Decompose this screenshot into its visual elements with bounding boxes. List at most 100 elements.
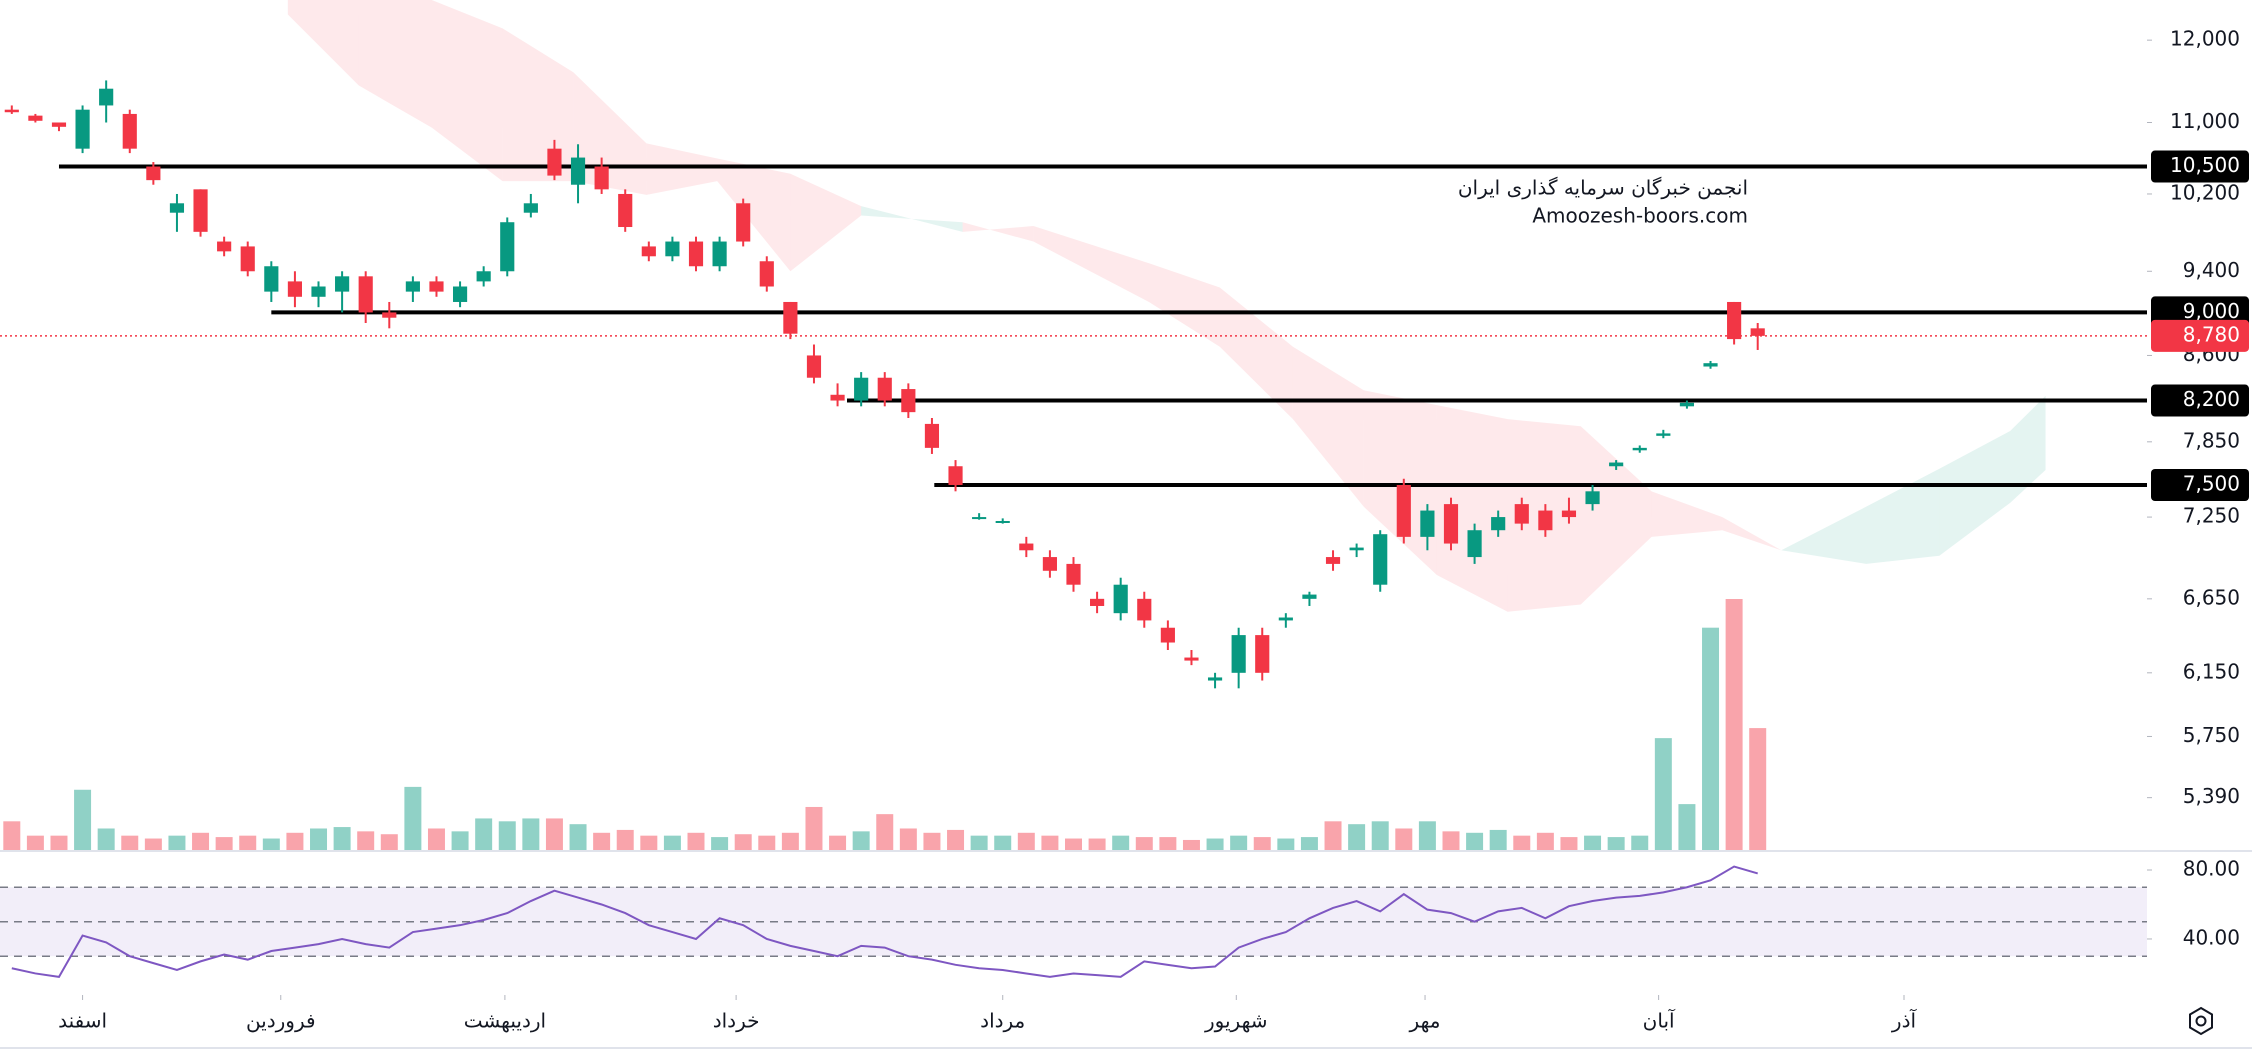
volume-bar xyxy=(1749,728,1767,850)
ichimoku-cloud xyxy=(717,158,791,272)
candle-body xyxy=(854,377,869,401)
volume-bar xyxy=(1253,837,1271,850)
volume-bar xyxy=(663,835,681,850)
volume-bar xyxy=(498,821,516,850)
candle-body xyxy=(1679,402,1695,407)
candle-body xyxy=(1750,328,1765,336)
candle-body xyxy=(1609,462,1624,467)
volume-bar xyxy=(829,835,847,850)
candle-body xyxy=(924,423,940,448)
candle-body xyxy=(665,241,680,257)
volume-bar xyxy=(970,835,988,850)
candle-body xyxy=(476,271,491,282)
volume-bar xyxy=(1324,821,1342,850)
candle-body xyxy=(146,166,161,181)
candle-body xyxy=(1090,598,1105,606)
volume-bar xyxy=(262,838,280,850)
volume-bar xyxy=(1536,832,1554,850)
candle-body xyxy=(948,466,963,485)
volume-bar xyxy=(451,831,469,850)
ichimoku-cloud xyxy=(502,28,574,182)
y-tick-label: 5,750 xyxy=(2183,723,2240,747)
volume-bar xyxy=(121,835,139,850)
volume-bar xyxy=(74,789,92,850)
volume-bar xyxy=(947,829,965,850)
y-tick-label: 12,000 xyxy=(2170,27,2240,51)
candle-body xyxy=(995,520,1010,523)
level-badge xyxy=(2151,384,2249,417)
candle-body xyxy=(75,109,90,149)
candle-body xyxy=(1514,504,1529,524)
volume-bar xyxy=(239,835,257,850)
candle-body xyxy=(1207,677,1223,681)
volume-bar xyxy=(380,834,398,850)
candle-body xyxy=(429,281,444,292)
rsi-line xyxy=(11,865,1758,978)
candle-body xyxy=(806,355,822,378)
candle-body xyxy=(1703,363,1718,367)
last-price-label: 8,780 xyxy=(2183,322,2240,346)
watermark-text: انجمن خبرگان سرمایه گذاری ایران xyxy=(1458,176,1748,200)
volume-bar xyxy=(805,806,823,850)
volume-bar xyxy=(97,828,115,850)
candle-body xyxy=(1467,530,1482,558)
y-tick-label: 6,650 xyxy=(2183,585,2240,609)
rsi-pane xyxy=(0,865,2147,978)
volume-bar xyxy=(545,818,563,850)
candle-body xyxy=(1727,301,1742,340)
candle-body xyxy=(500,222,515,272)
volume-bar xyxy=(994,835,1012,850)
candle-body xyxy=(1302,594,1317,599)
candle-body xyxy=(311,286,326,297)
volume-bar xyxy=(781,832,799,850)
x-tick-label: مهر xyxy=(1409,1009,1441,1033)
price-pane: انجمن خبرگان سرمایه گذاری ایران Amoozesh-… xyxy=(0,0,2147,850)
x-tick-label: اردیبهشت xyxy=(464,1009,546,1033)
candle-body xyxy=(358,276,373,313)
candle-body xyxy=(28,115,43,121)
candle-body xyxy=(1349,547,1364,551)
volume-bar xyxy=(3,821,21,850)
ichimoku-cloud xyxy=(790,173,862,272)
candle-body xyxy=(1538,510,1553,531)
candle-body xyxy=(1255,635,1270,673)
level-badge xyxy=(2151,150,2249,183)
volume-bar xyxy=(475,818,493,850)
y-tick-label: 7,250 xyxy=(2183,504,2240,528)
candle-body xyxy=(122,113,137,149)
volume-bar xyxy=(1230,835,1248,850)
candle-body xyxy=(1656,433,1671,436)
candle-body xyxy=(618,193,633,228)
volume-bar xyxy=(1418,821,1436,850)
volume-bar xyxy=(1560,837,1578,850)
volume-bar xyxy=(192,832,210,850)
candle-body xyxy=(1585,491,1600,505)
volume-bar xyxy=(1135,837,1153,850)
y-tick-label: 6,150 xyxy=(2183,659,2240,683)
settings-icon[interactable] xyxy=(2189,1006,2213,1036)
candle-body xyxy=(1160,627,1175,643)
candle-body xyxy=(972,517,987,520)
ichimoku-cloud xyxy=(573,72,647,195)
candle-body xyxy=(1066,563,1081,585)
volume-bar xyxy=(1159,837,1177,850)
y-tick-label: 10,200 xyxy=(2170,180,2240,204)
candle-body xyxy=(570,157,586,185)
volume-bar xyxy=(899,828,917,850)
candle-body xyxy=(736,203,751,242)
candle-body xyxy=(594,166,609,190)
candle-body xyxy=(1325,557,1341,564)
candle-body xyxy=(217,241,232,252)
volume-bar xyxy=(333,827,351,850)
candle-body xyxy=(169,203,185,213)
candle-body xyxy=(1443,504,1459,544)
candle-body xyxy=(51,122,67,127)
candle-body xyxy=(1420,510,1435,537)
volume-bar xyxy=(1041,835,1059,850)
candle-body xyxy=(1184,657,1199,661)
ichimoku-cloud xyxy=(1148,263,1220,347)
volume-bar xyxy=(1300,837,1318,850)
candle-body xyxy=(830,394,845,401)
